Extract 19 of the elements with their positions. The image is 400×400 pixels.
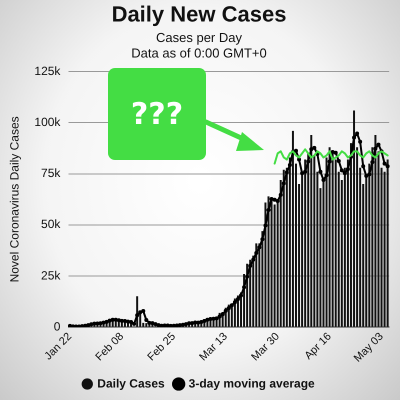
y-tick-label: 25k: [41, 268, 62, 282]
x-tick-label: Jan 22: [42, 330, 74, 362]
x-tick-label: Feb 08: [93, 330, 126, 364]
legend-label: Daily Cases: [97, 376, 165, 390]
y-axis-title: Novel Coronavirus Daily Cases: [8, 116, 22, 282]
chart-title: Daily New Cases: [112, 1, 286, 26]
x-tick-label: Mar 30: [249, 330, 282, 364]
x-tick-label: May 03: [352, 330, 386, 365]
y-tick-label: 100k: [34, 115, 62, 130]
y-tick-label: 50k: [41, 217, 62, 232]
legend-label: 3-day moving average: [188, 376, 316, 390]
y-tick-label: 75k: [41, 166, 62, 180]
chart-subtitle: Cases per Day Data as of 0:00 GMT+0: [131, 30, 267, 60]
y-tick-label: 125k: [34, 64, 62, 78]
x-tick-label: Feb 25: [145, 330, 178, 364]
annotation: ???: [108, 68, 206, 160]
x-tick-label: Mar 13: [197, 330, 230, 364]
y-tick-label: 0: [54, 319, 61, 334]
x-tick-label: Apr 16: [302, 330, 334, 362]
